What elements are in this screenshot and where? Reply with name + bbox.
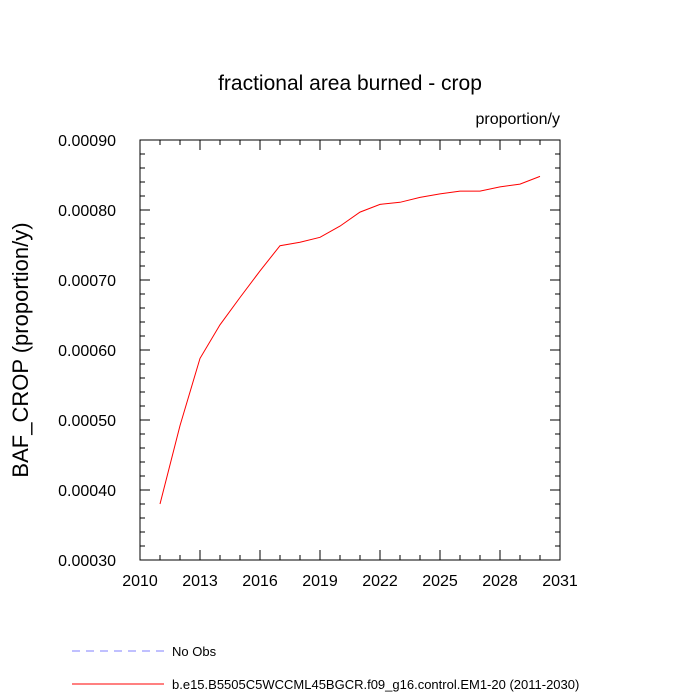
x-tick-label: 2016: [242, 573, 278, 590]
y-tick-label: 0.00080: [58, 203, 116, 220]
chart-title: fractional area burned - crop: [218, 72, 482, 95]
x-tick-label: 2013: [182, 573, 218, 590]
x-tick-label: 2010: [122, 573, 158, 590]
series-layer: [159, 175, 541, 505]
x-tick-label: 2031: [542, 573, 578, 590]
y-tick-label: 0.00030: [58, 553, 116, 570]
y-tick-label: 0.00070: [58, 273, 116, 290]
axis-tick-labels: 2010 2013 2016 2019 2022 2025 2028 2031 0.00030 0…: [58, 133, 578, 590]
legend-label-1: b.e15.B5505C5WCCML45BGCR.f09_g16.control…: [172, 677, 579, 692]
y-tick-label: 0.00040: [58, 483, 116, 500]
axis-ticks: [139, 139, 561, 561]
y-tick-label: 0.00050: [58, 413, 116, 430]
x-tick-label: 2019: [302, 573, 338, 590]
y-axis-label: BAF_CROP (proportion/y): [8, 222, 33, 477]
x-tick-label: 2028: [482, 573, 518, 590]
x-tick-label: 2022: [362, 573, 398, 590]
x-tick-label: 2025: [422, 573, 458, 590]
y-tick-label: 0.00060: [58, 343, 116, 360]
series-line-0: [159, 175, 541, 505]
plot-frame: [139, 139, 561, 561]
y-tick-label: 0.00090: [58, 133, 116, 150]
legend: No Obs b.e15.B5505C5WCCML45BGCR.f09_g16.c…: [72, 644, 579, 692]
units-label: proportion/y: [476, 111, 561, 128]
legend-label-0: No Obs: [172, 644, 217, 659]
